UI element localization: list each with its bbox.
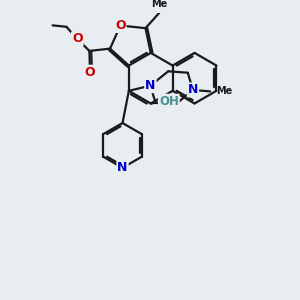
Text: Me: Me [216,86,232,96]
Text: OH: OH [159,95,179,108]
Text: Me: Me [151,0,167,9]
Text: N: N [145,79,156,92]
Text: N: N [117,161,128,174]
Text: O: O [85,66,95,79]
Text: O: O [72,32,83,45]
Text: O: O [115,19,126,32]
Text: N: N [188,83,198,97]
